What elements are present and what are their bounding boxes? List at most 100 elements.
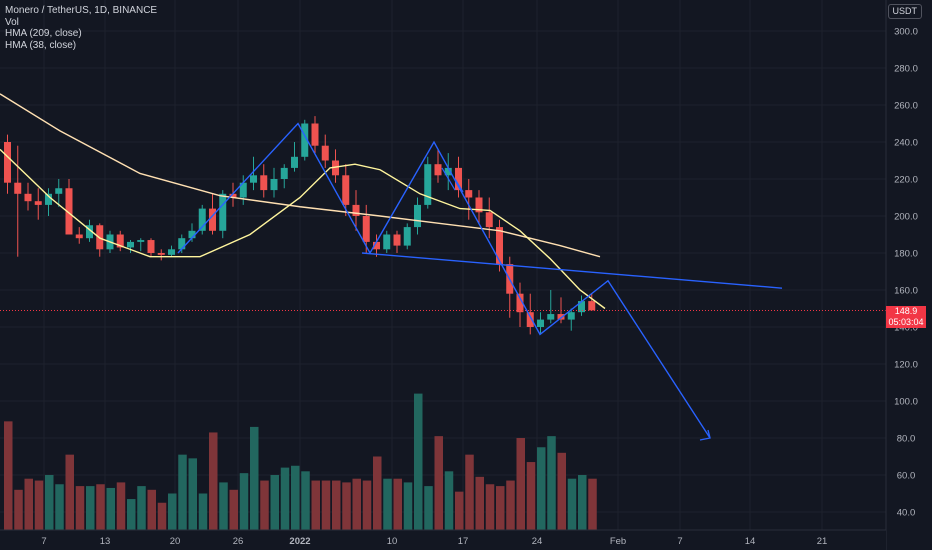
- volume-bar: [301, 471, 310, 530]
- candle-body: [393, 234, 401, 246]
- candle-body: [209, 208, 216, 231]
- candle-body: [547, 314, 555, 320]
- volume-bar: [14, 489, 23, 530]
- time-tick-label: 14: [745, 536, 756, 547]
- volume-bar: [96, 484, 105, 530]
- candle-body: [116, 234, 124, 248]
- candle-body: [465, 190, 473, 198]
- volume-bar: [547, 436, 556, 530]
- price-tick-label: 100.0: [894, 397, 918, 408]
- volume-bar: [321, 480, 331, 530]
- volume-bar: [116, 482, 126, 530]
- volume-bar: [414, 393, 423, 530]
- candle-body: [219, 193, 227, 231]
- volume-bar: [424, 486, 433, 530]
- volume-bar: [588, 478, 597, 530]
- volume-bar: [239, 473, 249, 530]
- volume-bar: [65, 454, 74, 530]
- candle-body: [383, 234, 391, 250]
- target-arrow-head: [699, 429, 711, 441]
- price-tick-label: 200.0: [894, 212, 918, 223]
- last-price-tag: 148.9 05:03:04: [886, 306, 926, 328]
- volume-bar: [496, 486, 505, 530]
- volume-bar: [393, 478, 402, 530]
- volume-bar: [168, 493, 177, 530]
- volume-bar: [352, 478, 361, 530]
- candle-body: [342, 175, 350, 205]
- volume-bar: [147, 489, 156, 530]
- volume-bar: [444, 471, 454, 530]
- candle-body: [55, 188, 63, 194]
- price-tick-label: 280.0: [894, 64, 918, 75]
- hma-short-label[interactable]: HMA (38, close): [5, 39, 77, 51]
- candle-body: [311, 123, 319, 146]
- candle-body: [578, 301, 585, 313]
- volume-bar: [280, 467, 290, 530]
- volume-bar: [219, 482, 228, 530]
- candle-body: [86, 225, 93, 239]
- candle-body: [403, 227, 411, 246]
- bar-countdown: 05:03:04: [888, 316, 924, 327]
- volume-bar: [557, 452, 566, 530]
- candle-body: [127, 241, 134, 248]
- candle-body: [373, 241, 380, 250]
- candle-body: [301, 123, 309, 157]
- time-tick-label: 24: [532, 536, 543, 547]
- volume-bar: [475, 476, 484, 530]
- price-tick-label: 120.0: [894, 360, 918, 371]
- volume-bar: [506, 480, 515, 530]
- candle-body: [34, 201, 42, 205]
- time-tick-label: 7: [41, 536, 46, 547]
- candle-body: [588, 301, 596, 311]
- volume-bar: [250, 426, 259, 530]
- volume-bar: [567, 478, 577, 530]
- time-tick-label: 21: [817, 536, 828, 547]
- volume-bar: [434, 436, 443, 530]
- volume-bar: [137, 486, 146, 530]
- price-tick-label: 60.0: [897, 471, 916, 482]
- time-tick-label: 17: [458, 536, 469, 547]
- neckline-trendline: [361, 252, 783, 289]
- volume-bar: [86, 486, 95, 530]
- price-axis[interactable]: 300.0 280.0 260.0 240.0 220.0 200.0 180.0 160.0…: [885, 0, 932, 550]
- hma-long-label[interactable]: HMA (209, close): [5, 28, 82, 39]
- time-tick-label: 20: [170, 536, 181, 547]
- candle-body: [352, 204, 360, 216]
- candle-body: [45, 193, 52, 205]
- pattern-drawings[interactable]: [177, 122, 783, 441]
- symbol-title[interactable]: Monero / TetherUS, 1D, BINANCE: [5, 5, 158, 16]
- time-tick-label: 2022: [289, 536, 310, 547]
- candle-body: [168, 249, 175, 255]
- candle-body: [147, 240, 155, 253]
- price-tick-label: 180.0: [894, 249, 918, 260]
- volume-bar: [455, 491, 464, 530]
- time-tick-label: 10: [387, 536, 398, 547]
- volume-bar: [465, 454, 474, 530]
- time-axis-bg: [0, 530, 886, 550]
- volume-bar: [383, 478, 392, 530]
- candle-body: [321, 145, 329, 161]
- price-tick-label: 160.0: [894, 286, 918, 297]
- time-axis[interactable]: 7 13 20 26 2022 10 17 24 Feb 7 14 21: [0, 529, 886, 550]
- price-tick-label: 140.0: [894, 323, 918, 334]
- price-tick-label: 300.0: [894, 27, 918, 38]
- candle-body: [24, 193, 32, 202]
- chart-legend: Monero / TetherUS, 1D, BINANCE Vol HMA (…: [5, 5, 157, 51]
- volume-bar: [362, 480, 372, 530]
- candle-body: [178, 238, 186, 250]
- candle-body: [434, 164, 442, 176]
- currency-badge[interactable]: USDT: [887, 4, 922, 19]
- candle-body: [280, 167, 288, 179]
- volume-bar: [178, 454, 187, 530]
- candle-body: [291, 156, 298, 168]
- candle-body: [229, 193, 237, 198]
- volume-bar: [291, 465, 300, 530]
- volume-indicator-label[interactable]: Vol: [5, 16, 19, 28]
- candle-body: [537, 319, 544, 327]
- last-price-value: 148.9: [894, 306, 918, 316]
- volume-bar: [209, 432, 218, 530]
- candle-body: [526, 312, 534, 327]
- time-tick-label: 26: [233, 536, 244, 547]
- candle-body: [414, 204, 421, 228]
